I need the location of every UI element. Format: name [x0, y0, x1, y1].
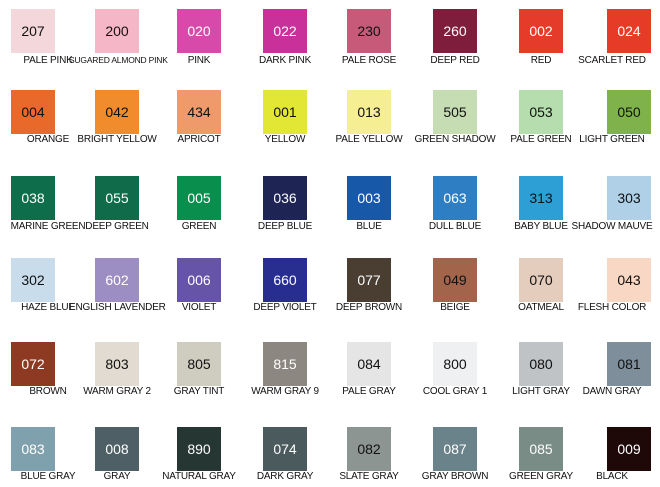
color-swatch-043: 043 — [607, 258, 651, 302]
color-swatch-303: 303 — [607, 176, 651, 220]
color-name-label: COOL GRAY 1 — [422, 386, 488, 397]
color-name-label: SHADOW MAUVE — [571, 221, 653, 232]
color-swatch-055: 055 — [95, 176, 139, 220]
color-name-label: MARINE GREEN — [10, 221, 86, 232]
color-name-label: BLUE — [356, 221, 382, 232]
color-name-label: GREEN — [181, 221, 217, 232]
color-swatch-074: 074 — [263, 427, 307, 471]
color-swatch-063: 063 — [433, 176, 477, 220]
color-swatch-890: 890 — [177, 427, 221, 471]
color-swatch-053: 053 — [519, 90, 563, 134]
color-name-label: YELLOW — [264, 134, 306, 145]
color-name-label: HAZE BLUE — [21, 302, 75, 313]
color-name-label: BLACK — [596, 471, 628, 482]
color-name-label: GRAY — [103, 471, 131, 482]
color-name-label: VIOLET — [181, 302, 217, 313]
color-name-label: GREEN SHADOW — [414, 134, 496, 145]
color-swatch-013: 013 — [347, 90, 391, 134]
color-swatch-082: 082 — [347, 427, 391, 471]
color-name-label: LIGHT GRAY — [512, 386, 570, 397]
color-name-label: SLATE GRAY — [339, 471, 399, 482]
color-name-label: NATURAL GRAY — [162, 471, 236, 482]
color-name-label: PINK — [187, 55, 211, 66]
color-swatch-207: 207 — [11, 9, 55, 53]
color-name-label: APRICOT — [177, 134, 221, 145]
color-name-label: SCARLET RED — [578, 55, 646, 66]
color-name-label: DEEP BLUE — [257, 221, 313, 232]
color-name-label: PALE ROSE — [341, 55, 397, 66]
color-swatch-004: 004 — [11, 90, 55, 134]
color-swatch-003: 003 — [347, 176, 391, 220]
color-name-label: DEEP GREEN — [85, 221, 149, 232]
color-swatch-087: 087 — [433, 427, 477, 471]
color-swatch-009: 009 — [607, 427, 651, 471]
color-name-label: PALE YELLOW — [335, 134, 403, 145]
color-name-label: DEEP VIOLET — [253, 302, 317, 313]
color-name-label: LIGHT GREEN — [579, 134, 645, 145]
color-name-label: BROWN — [29, 386, 67, 397]
color-name-label: WARM GRAY 9 — [251, 386, 319, 397]
color-swatch-230: 230 — [347, 9, 391, 53]
color-swatch-805: 805 — [177, 342, 221, 386]
color-swatch-200: 200 — [95, 9, 139, 53]
color-swatch-008: 008 — [95, 427, 139, 471]
color-swatch-002: 002 — [519, 9, 563, 53]
color-swatch-081: 081 — [607, 342, 651, 386]
color-name-label: GRAY TINT — [173, 386, 225, 397]
color-swatch-038: 038 — [11, 176, 55, 220]
color-name-label: DULL BLUE — [428, 221, 482, 232]
color-swatch-083: 083 — [11, 427, 55, 471]
color-swatch-302: 302 — [11, 258, 55, 302]
color-swatch-080: 080 — [519, 342, 563, 386]
color-swatch-005: 005 — [177, 176, 221, 220]
color-name-label: DAWN GRAY — [582, 386, 642, 397]
color-name-label: BEIGE — [440, 302, 470, 313]
color-swatch-085: 085 — [519, 427, 563, 471]
color-name-label: DARK PINK — [258, 55, 312, 66]
color-name-label: BRIGHT YELLOW — [77, 134, 157, 145]
color-swatch-050: 050 — [607, 90, 651, 134]
color-name-label: PALE GREEN — [510, 134, 572, 145]
color-swatch-084: 084 — [347, 342, 391, 386]
color-swatch-001: 001 — [263, 90, 307, 134]
color-swatch-036: 036 — [263, 176, 307, 220]
color-swatch-505: 505 — [433, 90, 477, 134]
color-swatch-072: 072 — [11, 342, 55, 386]
color-swatch-434: 434 — [177, 90, 221, 134]
color-name-label: SUGARED ALMOND PINK — [69, 55, 168, 65]
color-swatch-800: 800 — [433, 342, 477, 386]
color-name-label: ORANGE — [26, 134, 70, 145]
color-swatch-815: 815 — [263, 342, 307, 386]
color-swatch-049: 049 — [433, 258, 477, 302]
color-name-label: RED — [530, 55, 552, 66]
color-swatch-602: 602 — [95, 258, 139, 302]
color-name-label: BABY BLUE — [514, 221, 568, 232]
color-swatch-803: 803 — [95, 342, 139, 386]
color-swatch-042: 042 — [95, 90, 139, 134]
color-swatch-022: 022 — [263, 9, 307, 53]
color-name-label: GREEN GRAY — [509, 471, 573, 482]
color-name-label: OATMEAL — [518, 302, 564, 313]
color-name-label: PALE GRAY — [342, 386, 396, 397]
color-name-label: BLUE GRAY — [20, 471, 76, 482]
color-name-label: DEEP BROWN — [335, 302, 403, 313]
color-swatch-313: 313 — [519, 176, 563, 220]
color-swatch-024: 024 — [607, 9, 651, 53]
color-name-label: DARK GRAY — [256, 471, 314, 482]
color-name-label: ENGLISH LAVENDER — [69, 302, 166, 313]
color-name-label: DEEP RED — [430, 55, 480, 66]
color-name-label: GRAY BROWN — [421, 471, 489, 482]
color-swatch-020: 020 — [177, 9, 221, 53]
color-swatch-006: 006 — [177, 258, 221, 302]
color-swatch-660: 660 — [263, 258, 307, 302]
color-name-label: FLESH COLOR — [577, 302, 647, 313]
color-swatch-260: 260 — [433, 9, 477, 53]
color-swatch-077: 077 — [347, 258, 391, 302]
color-name-label: WARM GRAY 2 — [83, 386, 151, 397]
color-name-label: PALE PINK — [23, 55, 73, 66]
color-swatch-070: 070 — [519, 258, 563, 302]
